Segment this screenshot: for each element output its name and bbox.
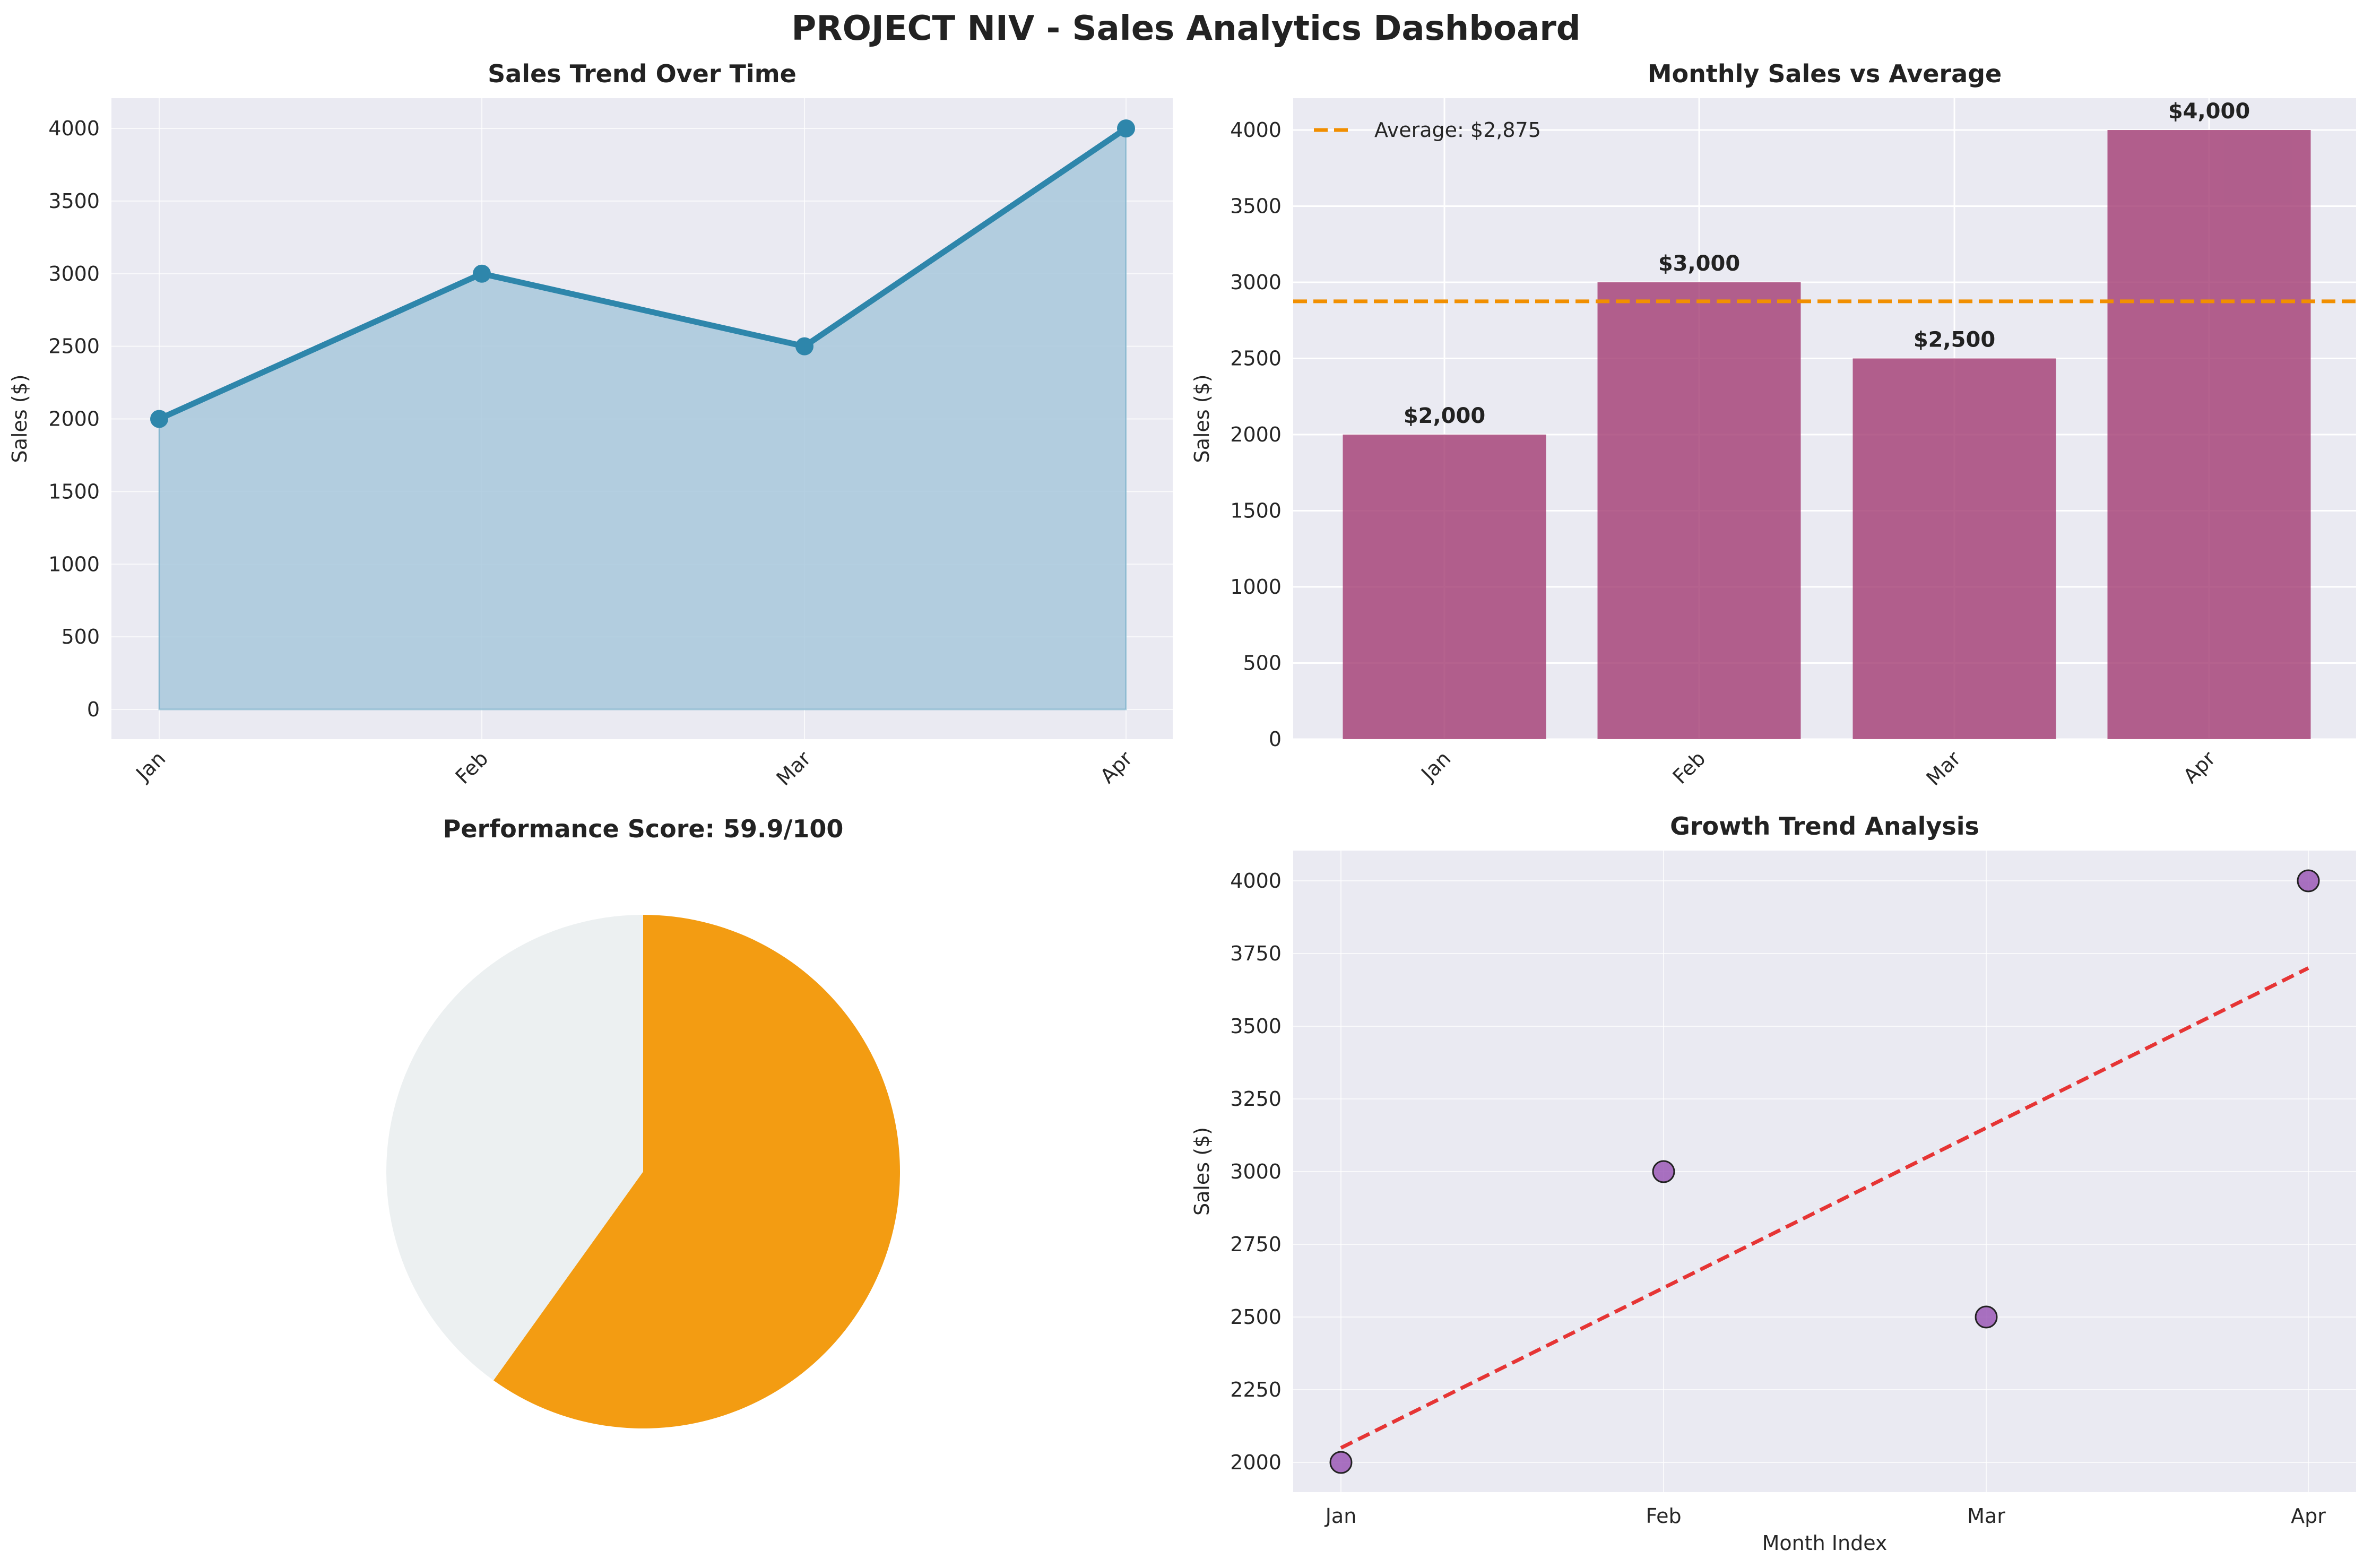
chart-title: Performance Score: 59.9/100 [443, 815, 844, 843]
data-point-jan [150, 410, 168, 428]
bar-mar [1852, 358, 2056, 739]
data-point-mar [795, 337, 813, 356]
x-tick-label: Feb [451, 747, 493, 789]
data-point-feb [473, 264, 491, 283]
x-tick-label: Jan [131, 747, 170, 786]
growth-trend-chart: 2000 2250 2500 2750 3000 3250 3500 3750 4000 Grow… [1190, 812, 2356, 1555]
x-tick-label: Apr [2179, 747, 2220, 788]
y-tick-label: 3500 [48, 189, 100, 213]
bar-value-label: $2,000 [1404, 404, 1485, 428]
bar-value-label: $2,500 [1914, 328, 1995, 352]
legend-label: Average: $2,875 [1374, 118, 1541, 142]
y-tick-label: 3500 [1230, 195, 1282, 218]
y-tick-label: 0 [1269, 727, 1282, 751]
y-tick-label: 3000 [48, 262, 100, 285]
y-tick-label: 1500 [1230, 499, 1282, 523]
y-tick-label: 2500 [1230, 1305, 1282, 1329]
y-tick-label: 2500 [1230, 347, 1282, 370]
scatter-point-feb [1652, 1160, 1675, 1183]
bar-apr [2107, 130, 2311, 739]
bar-value-label: $3,000 [1658, 252, 1740, 276]
y-tick-label: 500 [1243, 652, 1282, 675]
x-tick-label: Jan [1416, 747, 1455, 786]
scatter-point-jan [1329, 1451, 1353, 1474]
y-tick-label: 4000 [1230, 118, 1282, 142]
chart-title: Monthly Sales vs Average [1648, 59, 2002, 88]
y-tick-label: 0 [87, 698, 100, 721]
scatter-point-apr [2297, 869, 2320, 893]
sales-line [158, 126, 1128, 422]
monthly-sales-chart: 0 500 1000 1500 2000 2500 3000 3500 4000 Monthly … [1190, 59, 2356, 790]
chart-title: Growth Trend Analysis [1670, 812, 1979, 841]
y-axis-label: Sales ($) [1190, 1127, 1214, 1216]
y-tick-label: 1000 [1230, 575, 1282, 599]
y-tick-label: 2750 [1230, 1233, 1282, 1256]
sales-trend-chart: 0 500 1000 1500 2000 2500 3000 3500 4000 Sales Tr… [8, 59, 1173, 790]
y-tick-label: 2000 [1230, 1451, 1282, 1474]
x-tick-label: Feb [1668, 747, 1710, 789]
scatter-point-mar [1975, 1305, 1998, 1329]
y-tick-label: 1500 [48, 480, 100, 503]
x-tick-label: Mar [772, 747, 816, 790]
y-tick-label: 3000 [1230, 1160, 1282, 1183]
y-tick-label: 4000 [1230, 869, 1282, 893]
pie-slice-score [493, 915, 900, 1428]
x-tick-label: Mar [1967, 1504, 2005, 1528]
pie-slice-remaining [386, 915, 643, 1381]
bar-jan [1343, 435, 1546, 739]
y-tick-label: 2000 [1230, 423, 1282, 446]
bar-value-label: $4,000 [2168, 99, 2250, 124]
y-axis-label: Sales ($) [1190, 374, 1214, 463]
y-tick-label: 1000 [48, 552, 100, 576]
data-point-apr [1117, 119, 1135, 137]
x-tick-label: Mar [1922, 747, 1966, 790]
x-tick-label: Jan [1324, 1504, 1357, 1528]
y-tick-label: 3500 [1230, 1015, 1282, 1038]
y-tick-label: 4000 [48, 117, 100, 140]
trend-line [1340, 966, 2309, 1450]
y-tick-label: 3250 [1230, 1087, 1282, 1111]
y-tick-label: 3000 [1230, 271, 1282, 294]
y-tick-label: 2500 [48, 335, 100, 358]
y-axis-label: Sales ($) [8, 374, 31, 463]
y-tick-label: 3750 [1230, 942, 1282, 965]
x-tick-label: Apr [1096, 747, 1137, 788]
x-tick-label: Apr [2291, 1504, 2326, 1528]
chart-title: Sales Trend Over Time [488, 59, 797, 88]
x-axis-label: Month Index [1762, 1531, 1888, 1555]
performance-pie-chart: Performance Score: 59.9/100 [386, 815, 900, 1428]
y-tick-label: 2250 [1230, 1378, 1282, 1401]
y-tick-label: 2000 [48, 408, 100, 431]
dashboard-title: PROJECT NIV - Sales Analytics Dashboard [791, 9, 1580, 48]
y-tick-label: 500 [61, 625, 100, 648]
bar-feb [1597, 282, 1801, 739]
x-tick-label: Feb [1646, 1504, 1681, 1528]
